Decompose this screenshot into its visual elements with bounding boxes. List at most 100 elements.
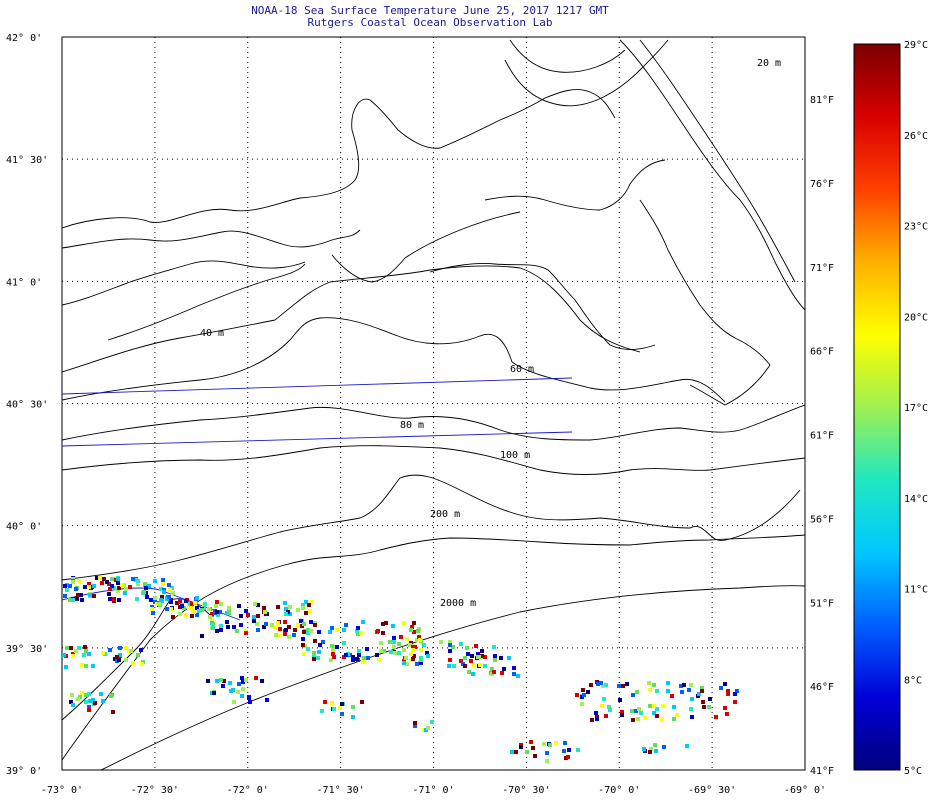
fahrenheit-tick-label: 46°F xyxy=(810,682,834,693)
sst-pixel xyxy=(586,690,590,694)
sst-pixel xyxy=(480,649,484,653)
sst-pixel xyxy=(293,628,297,632)
sst-pixel xyxy=(309,620,313,624)
sst-pixel xyxy=(338,706,342,710)
sst-pixel xyxy=(331,648,335,652)
sst-pixel xyxy=(211,626,215,630)
sst-pixel xyxy=(87,582,91,586)
lat-lon-grid xyxy=(62,37,805,770)
sst-pixel xyxy=(330,701,334,705)
sst-pixel xyxy=(392,636,396,640)
sst-pixel xyxy=(227,611,231,615)
sst-pixel xyxy=(153,596,157,600)
sst-pixel xyxy=(75,597,79,601)
sst-pixel xyxy=(637,707,641,711)
sst-pixel xyxy=(218,610,222,614)
sst-pixel xyxy=(102,577,106,581)
sst-pixel xyxy=(118,646,122,650)
contour-georges xyxy=(619,39,805,311)
sst-pixel xyxy=(118,653,122,657)
sst-pixel xyxy=(144,586,148,590)
colorbar-tick-label: 11°C xyxy=(904,585,928,596)
sst-pixel xyxy=(165,607,169,611)
sst-pixel xyxy=(71,703,75,707)
sst-pixel xyxy=(636,717,640,721)
sst-pixel xyxy=(301,603,305,607)
contour-80m xyxy=(62,404,805,441)
sst-pixel xyxy=(302,630,306,634)
sst-pixel xyxy=(596,682,600,686)
contour-60m xyxy=(62,317,726,403)
sst-pixel xyxy=(340,702,344,706)
sst-pixel xyxy=(416,629,420,633)
sst-pixel xyxy=(162,590,166,594)
sst-pixel xyxy=(244,631,248,635)
sst-pixel xyxy=(88,699,92,703)
sst-pixel xyxy=(525,750,529,754)
sst-pixel xyxy=(240,676,244,680)
sst-pixel xyxy=(83,645,87,649)
sst-pixel xyxy=(351,658,355,662)
sst-pixel xyxy=(500,671,504,675)
sst-pixel xyxy=(582,693,586,697)
sst-pixel xyxy=(301,643,305,647)
sst-pixel xyxy=(124,646,128,650)
sst-pixel xyxy=(124,587,128,591)
sst-pixel xyxy=(317,630,321,634)
sst-pixel xyxy=(160,595,164,599)
sst-pixel xyxy=(649,747,653,751)
sst-pixel xyxy=(178,600,182,604)
sst-pixel xyxy=(143,583,147,587)
cape-cod-outer xyxy=(484,159,666,211)
sst-pixel xyxy=(492,670,496,674)
sst-pixel xyxy=(419,656,423,660)
sst-pixel xyxy=(71,580,75,584)
sst-pixel xyxy=(723,706,727,710)
sst-pixel xyxy=(124,658,128,662)
sst-pixel xyxy=(493,658,497,662)
sst-pixel xyxy=(419,661,423,665)
sst-pixel xyxy=(410,625,414,629)
sst-pixel xyxy=(175,601,179,605)
sst-pixel xyxy=(197,609,201,613)
sst-pixel xyxy=(604,683,608,687)
sst-pixel xyxy=(361,660,365,664)
sst-pixel xyxy=(590,718,594,722)
sst-pixel xyxy=(430,720,434,724)
sst-pixel xyxy=(652,683,656,687)
sst-pixel xyxy=(469,659,473,663)
sst-pixel xyxy=(478,663,482,667)
sst-pixel xyxy=(672,705,676,709)
sst-pixel xyxy=(422,643,426,647)
sst-pixel xyxy=(263,610,267,614)
sst-pixel xyxy=(451,645,455,649)
sst-pixel xyxy=(607,705,611,709)
sst-pixel xyxy=(393,651,397,655)
sst-pixel xyxy=(68,584,72,588)
sst-pixel xyxy=(323,700,327,704)
sst-pixel xyxy=(210,612,214,616)
sst-pixel xyxy=(219,628,223,632)
sst-pixel xyxy=(306,628,310,632)
sst-pixel xyxy=(171,615,175,619)
sst-pixel xyxy=(131,661,135,665)
sst-pixel xyxy=(301,637,305,641)
sst-pixel xyxy=(499,656,503,660)
sst-pixel xyxy=(733,692,737,696)
sst-pixel xyxy=(357,653,361,657)
sst-pixel xyxy=(397,651,401,655)
sst-pixel xyxy=(392,640,396,644)
colorbar-tick-label: 26°C xyxy=(904,131,928,142)
sst-pixel xyxy=(562,749,566,753)
sst-pixel xyxy=(618,698,622,702)
sst-pixel xyxy=(307,603,311,607)
sst-pixel xyxy=(701,700,705,704)
sst-pixel xyxy=(320,709,324,713)
sst-pixel xyxy=(402,661,406,665)
sst-pixel xyxy=(236,690,240,694)
sst-pixel xyxy=(80,663,84,667)
sst-pixel xyxy=(246,613,250,617)
sst-pixel xyxy=(91,698,95,702)
lon-tick-label: -69° 0' xyxy=(784,785,826,796)
sst-pixel xyxy=(726,689,730,693)
